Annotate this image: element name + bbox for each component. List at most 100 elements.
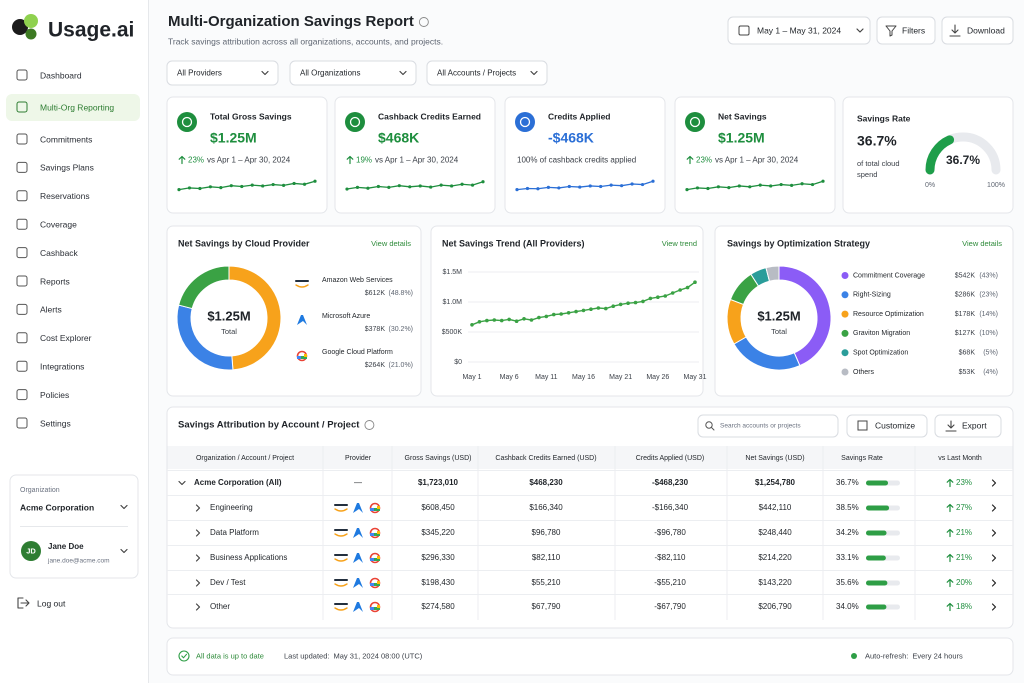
row-name[interactable]: Other bbox=[210, 602, 230, 611]
check-icon bbox=[181, 653, 188, 659]
change: 18% bbox=[956, 602, 972, 611]
row-name[interactable]: Data Platform bbox=[210, 528, 259, 537]
nav-item[interactable]: Multi-Org Reporting bbox=[40, 102, 114, 112]
sparkline-point bbox=[481, 180, 485, 184]
nav-item[interactable]: Savings Plans bbox=[40, 163, 94, 173]
rate-bar bbox=[866, 480, 889, 486]
cell-gross: $608,450 bbox=[421, 503, 455, 512]
cell-cashback: $96,780 bbox=[532, 528, 561, 537]
row-name[interactable]: Engineering bbox=[210, 503, 253, 512]
organization-select[interactable]: Acme Corporation bbox=[20, 502, 94, 512]
filter-dropdown[interactable] bbox=[289, 60, 417, 86]
x-tick-label: May 1 bbox=[462, 374, 481, 381]
logout-link[interactable]: Log out bbox=[37, 598, 66, 608]
legend-swatch bbox=[841, 291, 849, 299]
azure-icon bbox=[353, 602, 363, 612]
label: Organization bbox=[20, 487, 60, 494]
legend-share: (10%) bbox=[979, 330, 998, 337]
nav-item[interactable]: Cost Explorer bbox=[40, 333, 92, 343]
nav-item[interactable]: Integrations bbox=[40, 361, 84, 371]
sparkline-point bbox=[525, 186, 530, 191]
nav-item[interactable]: Reservations bbox=[40, 191, 90, 201]
nav-item[interactable]: Dashboard bbox=[40, 70, 82, 80]
filter-dropdown[interactable] bbox=[426, 60, 548, 86]
sparkline-point bbox=[737, 184, 741, 188]
up-arrow-icon bbox=[946, 578, 954, 588]
savings-rate-value: 36.7% bbox=[857, 133, 897, 149]
search-box[interactable] bbox=[697, 414, 839, 438]
x-tick-label: May 16 bbox=[572, 374, 595, 381]
sparkline-point bbox=[536, 187, 540, 191]
y-tick-label: $500K bbox=[442, 329, 463, 336]
x-tick-label: May 6 bbox=[500, 374, 519, 381]
cell-gross: $274,580 bbox=[421, 602, 455, 611]
brand: Usage.ai bbox=[48, 19, 134, 42]
filters-button[interactable] bbox=[876, 16, 936, 45]
legend-label: Microsoft Azure bbox=[322, 313, 370, 320]
trend-point bbox=[648, 296, 653, 301]
gcp-icon bbox=[370, 583, 374, 586]
legend-amount: $542K bbox=[955, 272, 976, 279]
sparkline-point bbox=[177, 188, 181, 192]
nav-item[interactable]: Coverage bbox=[40, 219, 77, 229]
date-range-button[interactable] bbox=[727, 16, 871, 45]
chart-title: Net Savings Trend (All Providers) bbox=[442, 238, 585, 248]
legend-swatch bbox=[841, 349, 849, 357]
cell-credits: -$96,780 bbox=[654, 528, 686, 537]
row-name[interactable]: Acme Corporation (All) bbox=[194, 478, 282, 487]
aws-icon bbox=[334, 558, 348, 562]
label: Export bbox=[962, 420, 987, 430]
legend-label: Others bbox=[853, 369, 875, 376]
row-name[interactable]: Business Applications bbox=[210, 553, 287, 562]
chevron-icon bbox=[530, 70, 538, 76]
cell-credits: -$468,230 bbox=[652, 478, 689, 487]
legend-amount: $286K bbox=[955, 292, 976, 299]
trend-point bbox=[663, 294, 668, 298]
kpi-icon bbox=[515, 112, 535, 132]
cell-cashback: $82,110 bbox=[532, 553, 561, 562]
trend-card bbox=[430, 225, 704, 397]
logout-icon bbox=[17, 597, 30, 609]
chevron-icon bbox=[399, 70, 407, 76]
trend-point bbox=[529, 318, 534, 322]
label: Download bbox=[967, 25, 1005, 35]
savings-rate-card bbox=[842, 96, 1014, 214]
kpi-value: $1.25M bbox=[718, 130, 765, 146]
nav-active-bg bbox=[6, 94, 140, 121]
kpi-icon-glyph bbox=[689, 116, 701, 128]
page-subtitle: Track savings attribution across all org… bbox=[168, 36, 443, 46]
nav-item[interactable]: Commitments bbox=[40, 134, 92, 144]
filter-dropdown[interactable] bbox=[166, 60, 279, 86]
row-name[interactable]: Dev / Test bbox=[210, 578, 246, 587]
view-details-link[interactable]: View details bbox=[371, 239, 411, 248]
kpi-note: 100% of cashback credits applied bbox=[517, 156, 636, 165]
avatar-initials: JD bbox=[26, 546, 36, 555]
trend-point bbox=[581, 308, 586, 313]
nav-item[interactable]: Cashback bbox=[40, 248, 79, 258]
kpi-comparison: vs Apr 1 – Apr 30, 2024 bbox=[207, 156, 291, 165]
view-trend-link[interactable]: View trend bbox=[662, 239, 697, 248]
nav-icon bbox=[16, 332, 28, 344]
nav-item[interactable]: Policies bbox=[40, 390, 69, 400]
gcp-icon bbox=[370, 508, 380, 511]
nav-item[interactable]: Alerts bbox=[40, 305, 62, 315]
chevron-icon bbox=[261, 70, 269, 76]
legend-amount: $612K bbox=[365, 290, 386, 297]
nav-item[interactable]: Settings bbox=[40, 418, 71, 428]
aws-icon bbox=[334, 583, 348, 587]
rate-bar bbox=[866, 505, 890, 511]
sparkline-point bbox=[609, 183, 613, 187]
legend-amount: $53K bbox=[959, 369, 976, 376]
kpi-icon-glyph bbox=[349, 116, 361, 128]
change: 27% bbox=[956, 503, 972, 512]
logo-mark bbox=[24, 14, 38, 28]
legend-swatch bbox=[841, 272, 849, 279]
kpi-card bbox=[166, 96, 328, 214]
kpi-change: 19% bbox=[356, 156, 372, 165]
view-details-link[interactable]: View details bbox=[962, 239, 1002, 248]
nav-item[interactable]: Reports bbox=[40, 276, 70, 286]
download-button[interactable] bbox=[941, 16, 1014, 45]
trend-point bbox=[685, 285, 690, 290]
trend-point bbox=[589, 307, 593, 312]
